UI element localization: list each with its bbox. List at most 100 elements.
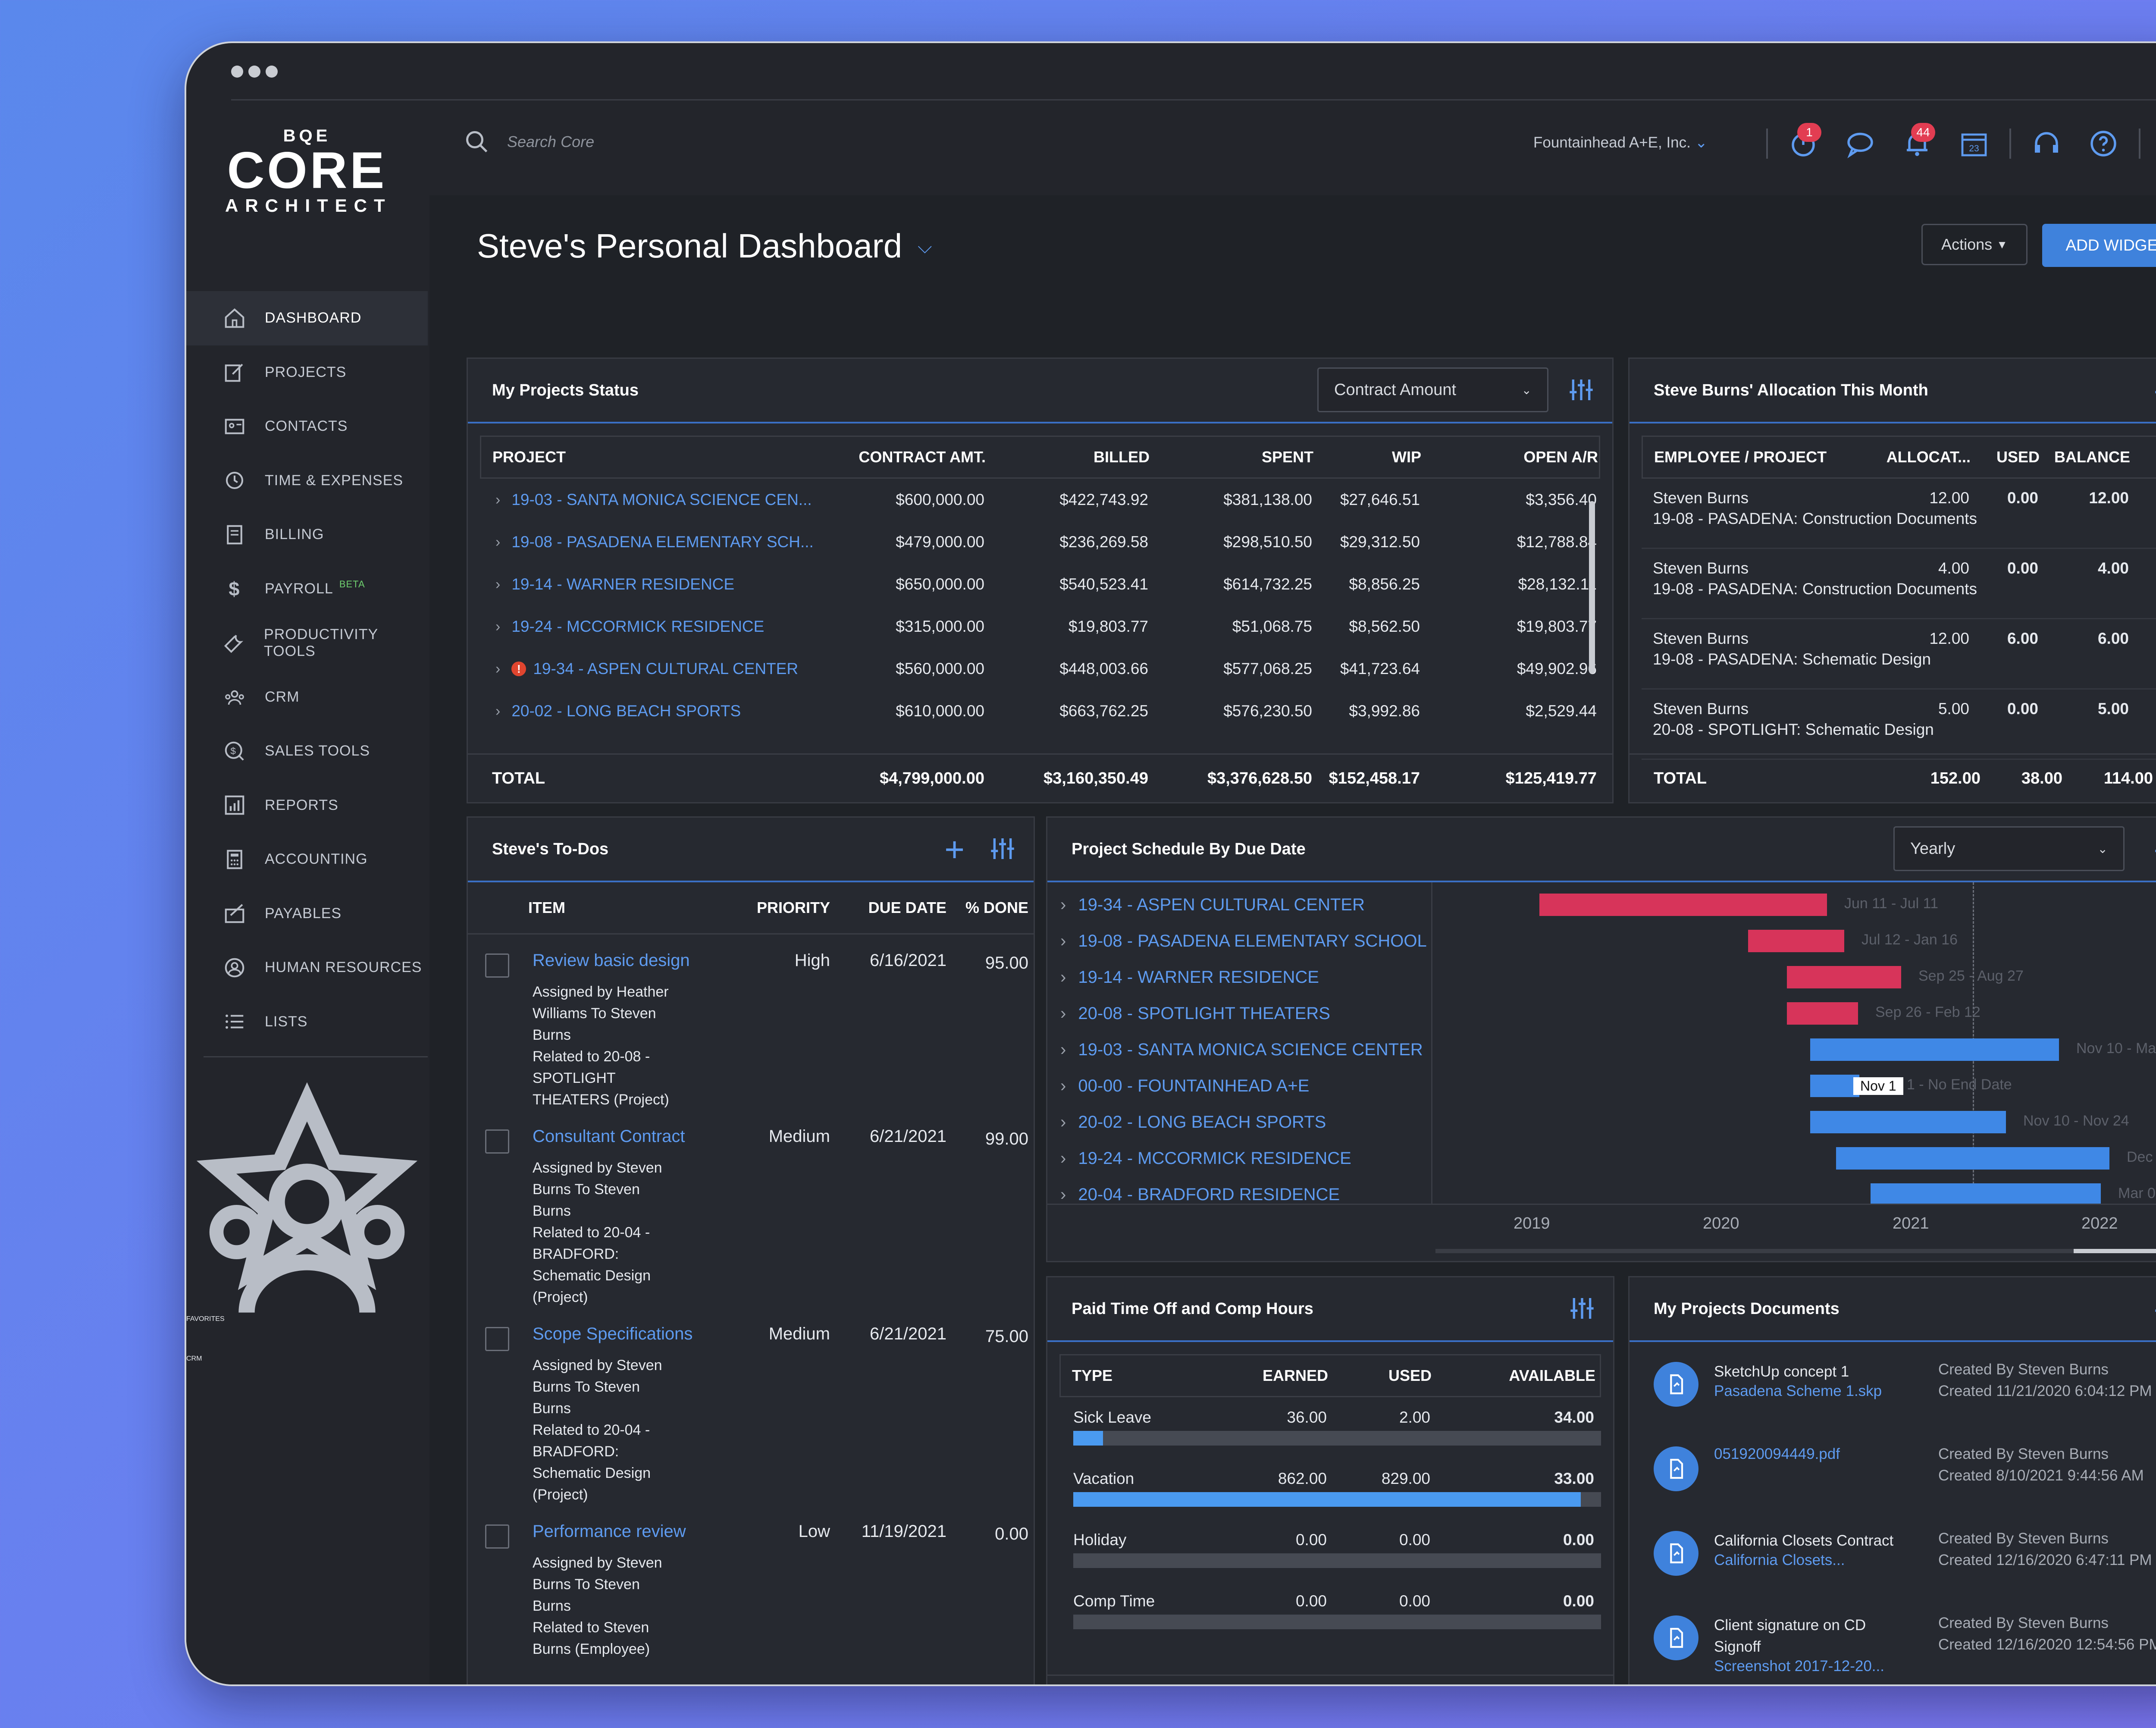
expand-chevron-icon[interactable]: ›	[1060, 895, 1066, 914]
sidebar-item-contacts[interactable]: CONTACTS	[186, 399, 428, 454]
project-link[interactable]: 20-04 - BRADFORD RESIDENCE	[1078, 1185, 1340, 1204]
settings-sliders-icon[interactable]	[989, 835, 1016, 862]
project-link[interactable]: 19-34 - ASPEN CULTURAL CENTER	[1078, 895, 1365, 914]
search-input[interactable]: Search Core	[507, 133, 595, 151]
column-header[interactable]: CONTRACT AMT.	[859, 448, 986, 466]
document-icon[interactable]	[1654, 1615, 1698, 1660]
expand-chevron-icon[interactable]: ›	[1060, 1149, 1066, 1168]
column-header[interactable]: ITEM	[528, 899, 565, 916]
column-header[interactable]: USED	[1388, 1367, 1432, 1384]
todo-title-link[interactable]: Consultant Contract	[533, 1127, 685, 1146]
schedule-project-row[interactable]: › 19-14 - WARNER RESIDENCE	[1060, 968, 1319, 987]
expand-chevron-icon[interactable]: ›	[495, 491, 501, 508]
sidebar-item-payroll[interactable]: $ PAYROLL BETA	[186, 562, 428, 616]
todo-row[interactable]: Performance review Low 11/19/2021 0.00 Assig…	[468, 1522, 1034, 1660]
table-row[interactable]: › 19-24 - MCCORMICK RESIDENCE $315,000.00 $…	[480, 605, 1600, 648]
sidebar-item-accounting[interactable]: ACCOUNTING	[186, 832, 428, 887]
allocation-row[interactable]: Steven Burns 19-08 - PASADENA: Constructi…	[1642, 549, 2156, 619]
sidebar-item-lists[interactable]: LISTS	[186, 995, 428, 1049]
expand-chevron-icon[interactable]: ›	[1060, 968, 1066, 987]
gantt-bar[interactable]	[1810, 1038, 2059, 1061]
todo-checkbox[interactable]	[485, 1524, 509, 1549]
table-row[interactable]: ›! 19-34 - ASPEN CULTURAL CENTER $560,000.…	[480, 648, 1600, 690]
sidebar-item-crm[interactable]: CRM	[186, 670, 428, 724]
table-row[interactable]: › 20-02 - LONG BEACH SPORTS $610,000.00 $66…	[480, 690, 1600, 732]
allocation-row[interactable]: Steven Burns 19-08 - PASADENA: Constructi…	[1642, 479, 2156, 549]
settings-sliders-icon[interactable]	[1567, 376, 1595, 404]
allocation-row[interactable]: Steven Burns 19-08 - PASADENA: Schematic …	[1642, 619, 2156, 690]
sidebar-item-human-resources[interactable]: HUMAN RESOURCES	[186, 941, 428, 995]
schedule-project-row[interactable]: › 00-00 - FOUNTAINHEAD A+E	[1060, 1076, 1309, 1096]
project-link[interactable]: 19-24 - MCCORMICK RESIDENCE	[511, 618, 765, 635]
schedule-project-row[interactable]: › 19-34 - ASPEN CULTURAL CENTER	[1060, 895, 1365, 915]
expand-chevron-icon[interactable]: ›	[1060, 1113, 1066, 1132]
sidebar-item-reports[interactable]: REPORTS	[186, 778, 428, 833]
contract-amount-select[interactable]: Contract Amount ⌄	[1317, 367, 1548, 412]
sidebar-item-projects[interactable]: PROJECTS	[186, 345, 428, 400]
schedule-project-row[interactable]: › 19-03 - SANTA MONICA SCIENCE CENTER	[1060, 1040, 1423, 1060]
todo-checkbox[interactable]	[485, 1129, 509, 1154]
schedule-period-select[interactable]: Yearly ⌄	[1893, 826, 2125, 871]
column-header[interactable]: EARNED	[1262, 1367, 1328, 1384]
column-header[interactable]: DUE DATE	[868, 899, 946, 916]
calendar-icon[interactable]: 23	[1952, 122, 1996, 165]
document-file-link[interactable]: Pasadena Scheme 1.skp	[1714, 1383, 1882, 1399]
column-header[interactable]: ALLOCAT...	[1886, 448, 1971, 466]
schedule-project-row[interactable]: › 20-08 - SPOTLIGHT THEATERS	[1060, 1004, 1330, 1023]
project-link[interactable]: 19-03 - SANTA MONICA SCIENCE CEN...	[511, 491, 812, 508]
project-link[interactable]: 19-34 - ASPEN CULTURAL CENTER	[533, 660, 799, 677]
sidebar-item-time-expenses[interactable]: TIME & EXPENSES	[186, 454, 428, 508]
schedule-project-row[interactable]: › 20-02 - LONG BEACH SPORTS	[1060, 1113, 1326, 1132]
gantt-bar[interactable]	[1787, 1002, 1858, 1025]
expand-chevron-icon[interactable]: ›	[1060, 931, 1066, 950]
table-row[interactable]: › 19-14 - WARNER RESIDENCE $650,000.00 $540…	[480, 563, 1600, 605]
company-selector[interactable]: Fountainhead A+E, Inc. ⌄	[1533, 134, 1708, 151]
document-row[interactable]: 051920094449.pdf Created By Steven Burns C…	[1630, 1427, 2156, 1511]
project-link[interactable]: 20-02 - LONG BEACH SPORTS	[1078, 1113, 1326, 1132]
gantt-bar[interactable]	[1836, 1147, 2109, 1170]
document-file-link[interactable]: 051920094449.pdf	[1714, 1446, 1840, 1462]
expand-chevron-icon[interactable]: ›	[1060, 1076, 1066, 1095]
gantt-bar[interactable]	[1810, 1111, 2006, 1133]
chevron-down-icon[interactable]: ⌵	[918, 236, 932, 257]
sidebar-item-dashboard[interactable]: DASHBOARD	[186, 291, 428, 345]
project-link[interactable]: 19-08 - PASADENA ELEMENTARY SCHOOL	[1078, 931, 1427, 950]
project-link[interactable]: 19-14 - WARNER RESIDENCE	[511, 575, 735, 593]
schedule-scrollbar[interactable]	[1435, 1249, 2156, 1253]
document-icon[interactable]	[1654, 1446, 1698, 1491]
project-link[interactable]: 20-02 - LONG BEACH SPORTS	[511, 702, 741, 720]
actions-button[interactable]: Actions ▼	[1921, 224, 2028, 265]
document-file-link[interactable]: Screenshot 2017-12-20...	[1714, 1658, 1884, 1675]
settings-sliders-icon[interactable]	[2153, 1295, 2156, 1322]
settings-sliders-icon[interactable]	[1568, 1295, 1596, 1322]
project-link[interactable]: 19-08 - PASADENA ELEMENTARY SCH...	[511, 533, 814, 551]
column-header[interactable]: BALANCE	[2054, 448, 2130, 466]
todo-row[interactable]: Review basic design High 6/16/2021 95.00 Ass…	[468, 951, 1034, 1110]
todo-row[interactable]: Consultant Contract Medium 6/21/2021 99.00 A…	[468, 1127, 1034, 1308]
schedule-project-row[interactable]: › 19-24 - MCCORMICK RESIDENCE	[1060, 1149, 1351, 1168]
table-row[interactable]: › 19-03 - SANTA MONICA SCIENCE CEN... $600…	[480, 479, 1600, 521]
add-todo-icon[interactable]: +	[944, 830, 965, 869]
expand-chevron-icon[interactable]: ›	[1060, 1004, 1066, 1023]
gantt-bar[interactable]	[1539, 894, 1827, 916]
table-row[interactable]: › 19-08 - PASADENA ELEMENTARY SCH... $479,…	[480, 521, 1600, 563]
schedule-project-row[interactable]: › 19-08 - PASADENA ELEMENTARY SCHOOL	[1060, 931, 1427, 951]
expand-chevron-icon[interactable]: ›	[495, 618, 501, 635]
column-header[interactable]: % DONE	[965, 899, 1028, 916]
sidebar-item-sales-tools[interactable]: $ SALES TOOLS	[186, 724, 428, 778]
project-link[interactable]: 19-03 - SANTA MONICA SCIENCE CENTER	[1078, 1040, 1423, 1059]
headset-icon[interactable]	[2025, 122, 2068, 165]
document-row[interactable]: California Closets Contract California Cl…	[1630, 1511, 2156, 1596]
column-header[interactable]: USED	[1996, 448, 2040, 466]
settings-sliders-icon[interactable]	[2153, 835, 2156, 862]
project-link[interactable]: 20-08 - SPOTLIGHT THEATERS	[1078, 1004, 1330, 1023]
column-header[interactable]: PROJECT	[492, 448, 566, 466]
favorites-item-favorites[interactable]: FAVORITES	[186, 1072, 428, 1323]
expand-chevron-icon[interactable]: ›	[495, 660, 501, 677]
column-header[interactable]: SPENT	[1261, 448, 1313, 466]
column-header[interactable]: TYPE	[1072, 1367, 1113, 1384]
schedule-project-row[interactable]: › 20-04 - BRADFORD RESIDENCE	[1060, 1185, 1340, 1204]
expand-chevron-icon[interactable]: ›	[495, 576, 501, 593]
todo-title-link[interactable]: Review basic design	[533, 951, 690, 970]
bell-icon[interactable]: 44	[1896, 122, 1939, 165]
